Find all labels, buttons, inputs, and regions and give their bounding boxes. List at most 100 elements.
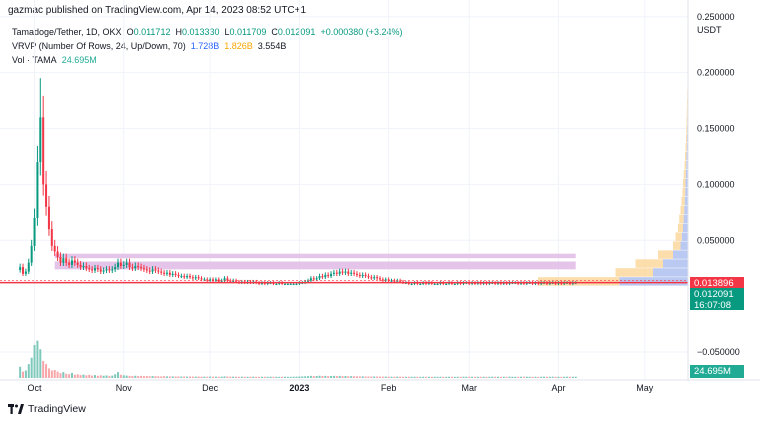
volume-bar: [390, 376, 393, 378]
volume-bar: [269, 376, 272, 378]
candle-body: [183, 276, 186, 278]
candle-body: [68, 262, 71, 265]
volume-bar: [65, 373, 68, 378]
candle-body: [24, 271, 27, 274]
volume-bar: [396, 376, 399, 378]
volume-bar: [151, 376, 154, 378]
candle-body: [358, 274, 361, 277]
volume-bar: [263, 376, 266, 378]
volume-bar: [479, 376, 482, 378]
candle-body: [327, 274, 330, 277]
volume-bar: [226, 376, 229, 378]
volume-bar: [260, 376, 263, 378]
ohlc-high: H0.013330: [175, 27, 220, 37]
profile-row-down: [673, 241, 681, 250]
volume-bar: [511, 376, 514, 378]
volume-bar: [353, 376, 356, 378]
candle-body: [355, 273, 358, 275]
vrvp-up-value: 1.728B: [190, 41, 220, 51]
volume-bar: [42, 360, 45, 378]
volume-bar: [514, 376, 517, 378]
volume-bar: [399, 376, 402, 378]
value-area: [54, 253, 576, 270]
profile-row-up: [683, 214, 688, 224]
volume-bar: [370, 376, 373, 378]
candle-body: [376, 277, 379, 279]
candle-body: [289, 283, 292, 285]
candle-body: [220, 280, 223, 282]
candle-body: [212, 279, 215, 281]
candle-body: [171, 273, 174, 275]
volume-bar: [404, 376, 407, 378]
symbol-name[interactable]: Tamadoge/Tether, 1D, OKX: [12, 27, 122, 37]
volume-bar: [22, 371, 25, 378]
candle-body: [91, 269, 94, 271]
volume-bar: [154, 376, 157, 378]
profile-row-down: [675, 232, 682, 241]
volume-bar: [186, 376, 189, 378]
volume-bar: [301, 376, 304, 378]
price-change: +0.000380 (+3.24%): [320, 27, 403, 37]
volume-tag: 24.695M: [690, 365, 744, 378]
profile-row-down: [684, 160, 687, 170]
volume-bar: [430, 376, 433, 378]
candle-body: [197, 277, 200, 279]
volume-bar: [344, 375, 347, 378]
volume-bar: [217, 376, 220, 378]
volume-bar: [341, 376, 344, 378]
candle-body: [223, 278, 226, 281]
volume-value: 24.695M: [61, 55, 97, 65]
volume-profile: [538, 80, 688, 286]
volume-bar: [393, 376, 396, 378]
price-tick-label: 0.150000: [697, 124, 735, 134]
volume-bar: [413, 376, 416, 378]
candle-body: [128, 262, 131, 268]
candle-body: [226, 278, 229, 281]
candle-body: [353, 272, 356, 274]
candle-body: [88, 268, 91, 270]
volume-bar: [200, 376, 203, 378]
candle-body: [79, 264, 82, 268]
candle-body: [140, 267, 143, 269]
candle-body: [62, 258, 65, 263]
candle-body: [160, 271, 163, 273]
volume-bar: [525, 376, 528, 378]
volume-bar: [114, 374, 117, 378]
tradingview-logo[interactable]: TradingView: [8, 403, 86, 415]
volume-bar: [235, 376, 238, 378]
volume-bar: [304, 376, 307, 378]
volume-bar: [551, 376, 554, 378]
volume-bar: [292, 376, 295, 378]
volume-bar: [177, 376, 180, 378]
volume-bar: [122, 375, 125, 378]
candle-body: [191, 277, 194, 279]
volume-bar: [168, 376, 171, 378]
candle-body: [335, 272, 338, 274]
candle-body: [142, 268, 145, 270]
volume-bar: [105, 375, 108, 378]
volume-bar: [128, 375, 131, 378]
candle-body: [332, 272, 335, 274]
volume-bar: [543, 376, 546, 378]
candle-body: [399, 280, 402, 282]
candle-body: [42, 117, 45, 185]
candle-body: [56, 251, 59, 258]
profile-row-down: [615, 268, 653, 277]
volume-bar: [19, 366, 22, 378]
symbol-row: Tamadoge/Tether, 1D, OKX O0.011712 H0.01…: [12, 25, 403, 39]
candle-body: [344, 271, 347, 273]
candle-body: [30, 245, 33, 263]
volume-bar: [243, 376, 246, 378]
volume-bar: [407, 376, 410, 378]
volume-bar: [376, 376, 379, 378]
volume-bar: [450, 376, 453, 378]
value-area-band: [54, 261, 576, 270]
volume-bar: [76, 374, 79, 378]
volume-bar: [522, 376, 525, 378]
volume-bar: [24, 370, 27, 378]
candle-body: [312, 278, 315, 280]
vrvp-label[interactable]: VRVP (Number Of Rows, 24, Up/Down, 70): [12, 41, 186, 51]
candle-body: [59, 257, 62, 263]
price-lines: [0, 280, 688, 284]
